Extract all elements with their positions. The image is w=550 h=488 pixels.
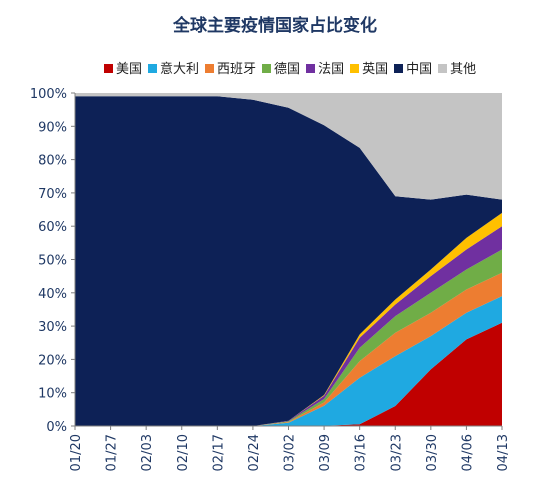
x-tick-label: 04/13 [496, 434, 511, 471]
x-tick-label: 03/09 [318, 434, 333, 471]
legend-item: 西班牙 [205, 58, 256, 77]
y-tick-label: 100% [30, 87, 67, 102]
legend-swatch [205, 64, 215, 73]
legend-item: 中国 [394, 58, 432, 77]
x-tick-label: 03/02 [283, 434, 298, 471]
x-tick-label: 03/23 [389, 434, 404, 471]
legend-item: 德国 [262, 58, 300, 77]
y-tick-label: 30% [38, 320, 67, 335]
legend-item: 美国 [104, 58, 142, 77]
legend-label: 美国 [116, 62, 143, 77]
legend-item: 英国 [350, 58, 388, 77]
x-tick-label: 04/06 [460, 434, 475, 471]
y-tick-label: 10% [38, 387, 67, 402]
x-tick-label: 03/30 [425, 434, 440, 471]
x-tick-label: 02/24 [247, 434, 262, 471]
legend-label: 意大利 [160, 62, 200, 77]
legend-item: 意大利 [148, 58, 199, 77]
x-tick-label: 02/03 [140, 434, 155, 471]
y-tick-label: 90% [38, 120, 67, 135]
y-tick-label: 20% [38, 353, 67, 368]
legend: 美国 意大利 西班牙 德国 法国 英国 中国 其他 [104, 58, 544, 77]
series-area-7 [75, 93, 502, 200]
chart-title: 全球主要疫情国家占比变化 [173, 16, 377, 36]
y-tick-label: 80% [38, 154, 67, 169]
legend-label: 中国 [406, 62, 433, 77]
legend-label: 法国 [318, 62, 345, 77]
x-tick-label: 02/10 [176, 434, 191, 471]
y-tick-label: 50% [38, 254, 67, 269]
legend-item: 其他 [438, 58, 476, 77]
legend-swatch [438, 64, 448, 73]
x-tick-label: 02/17 [211, 434, 226, 471]
legend-label: 英国 [362, 62, 389, 77]
series-area-1 [75, 296, 502, 426]
legend-swatch [148, 64, 158, 73]
series-area-0 [75, 322, 502, 426]
y-tick-label: 60% [38, 220, 67, 235]
y-tick-label: 0% [46, 420, 67, 435]
legend-item: 法国 [306, 58, 344, 77]
legend-swatch [350, 64, 360, 73]
x-tick-label: 01/20 [69, 434, 84, 471]
x-tick-label: 01/27 [105, 434, 120, 471]
legend-label: 西班牙 [217, 62, 257, 77]
legend-swatch [262, 64, 272, 73]
legend-swatch [306, 64, 316, 73]
x-tick-label: 03/16 [354, 434, 369, 471]
series-area-6 [75, 96, 502, 427]
legend-swatch [104, 64, 113, 73]
legend-swatch [394, 64, 404, 73]
legend-label: 德国 [274, 62, 301, 77]
y-tick-label: 40% [38, 287, 67, 302]
y-tick-label: 70% [38, 187, 67, 202]
legend-label: 其他 [450, 62, 477, 77]
